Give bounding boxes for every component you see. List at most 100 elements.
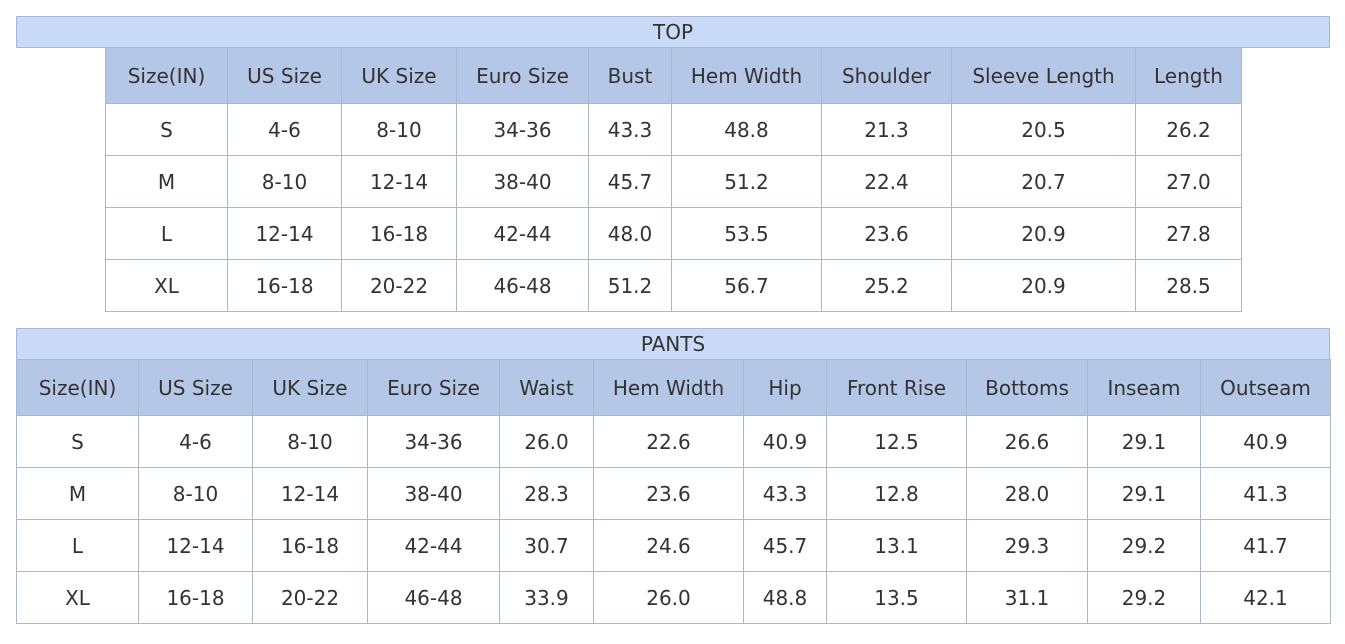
cell: 48.0 [588,207,672,260]
cell: 29.1 [1087,415,1201,468]
cell: S [105,103,228,156]
cell: 27.8 [1135,207,1242,260]
cell: 26.0 [593,571,744,624]
cell: 12-14 [138,519,253,572]
cell: 8-10 [227,155,342,208]
section-title: TOP [16,16,1330,48]
header-cell: Euro Size [456,47,589,104]
cell: 28.5 [1135,259,1242,312]
cell: 26.2 [1135,103,1242,156]
cell: XL [16,571,139,624]
header-cell: Bottoms [966,359,1088,416]
cell: 16-18 [138,571,253,624]
cell: 23.6 [593,467,744,520]
cell: 20-22 [341,259,457,312]
cell: 16-18 [227,259,342,312]
table-row: XL 16-18 20-22 46-48 51.2 56.7 25.2 20.9 28.5 [105,259,1242,312]
cell: 38-40 [367,467,500,520]
header-cell: Shoulder [821,47,952,104]
cell: 34-36 [456,103,589,156]
size-table: Size(IN) US Size UK Size Euro Size Waist Hem … [16,359,1331,624]
cell: 45.7 [588,155,672,208]
cell: 21.3 [821,103,952,156]
cell: 42-44 [456,207,589,260]
cell: 26.6 [966,415,1088,468]
cell: 25.2 [821,259,952,312]
header-cell: Bust [588,47,672,104]
table-row: XL 16-18 20-22 46-48 33.9 26.0 48.8 13.5 31.1 29.… [16,571,1331,624]
cell: 20.9 [951,207,1136,260]
cell: 20.7 [951,155,1136,208]
header-cell: UK Size [341,47,457,104]
table-row: M 8-10 12-14 38-40 45.7 51.2 22.4 20.7 27.0 [105,155,1242,208]
cell: 42-44 [367,519,500,572]
header-cell: Waist [499,359,594,416]
cell: 53.5 [671,207,822,260]
cell: 27.0 [1135,155,1242,208]
header-cell: UK Size [252,359,368,416]
cell: S [16,415,139,468]
header-cell: Sleeve Length [951,47,1136,104]
cell: 8-10 [341,103,457,156]
cell: 42.1 [1200,571,1331,624]
cell: 56.7 [671,259,822,312]
cell: 20-22 [252,571,368,624]
cell: 28.0 [966,467,1088,520]
cell: M [16,467,139,520]
cell: 29.3 [966,519,1088,572]
header-cell: Inseam [1087,359,1201,416]
cell: XL [105,259,228,312]
cell: 46-48 [367,571,500,624]
header-cell: US Size [138,359,253,416]
cell: M [105,155,228,208]
header-cell: Hem Width [671,47,822,104]
cell: 45.7 [743,519,827,572]
header-cell: Size(IN) [105,47,228,104]
cell: 12-14 [252,467,368,520]
header-cell: US Size [227,47,342,104]
table-row: L 12-14 16-18 42-44 30.7 24.6 45.7 13.1 29.3 29.2… [16,519,1331,572]
cell: 26.0 [499,415,594,468]
section-title: PANTS [16,328,1330,360]
header-cell: Outseam [1200,359,1331,416]
cell: 23.6 [821,207,952,260]
table-row: S 4-6 8-10 34-36 43.3 48.8 21.3 20.5 26.2 [105,103,1242,156]
cell: 51.2 [588,259,672,312]
cell: 29.2 [1087,571,1201,624]
cell: 41.3 [1200,467,1331,520]
cell: 22.4 [821,155,952,208]
cell: 31.1 [966,571,1088,624]
header-cell: Hip [743,359,827,416]
table-row: M 8-10 12-14 38-40 28.3 23.6 43.3 12.8 28.0 29.1 4… [16,467,1331,520]
cell: 40.9 [1200,415,1331,468]
cell: 46-48 [456,259,589,312]
cell: 4-6 [138,415,253,468]
cell: 40.9 [743,415,827,468]
cell: L [105,207,228,260]
cell: 34-36 [367,415,500,468]
header-cell: Euro Size [367,359,500,416]
cell: 38-40 [456,155,589,208]
header-cell: Size(IN) [16,359,139,416]
header-row: Size(IN) US Size UK Size Euro Size Bust Hem W… [105,47,1242,104]
cell: 12.8 [826,467,967,520]
cell: 20.9 [951,259,1136,312]
cell: 43.3 [588,103,672,156]
table-row: L 12-14 16-18 42-44 48.0 53.5 23.6 20.9 27.8 [105,207,1242,260]
cell: 16-18 [341,207,457,260]
cell: 8-10 [138,467,253,520]
cell: 28.3 [499,467,594,520]
cell: 12-14 [227,207,342,260]
cell: 4-6 [227,103,342,156]
cell: 43.3 [743,467,827,520]
cell: 16-18 [252,519,368,572]
cell: 8-10 [252,415,368,468]
cell: 33.9 [499,571,594,624]
cell: 12-14 [341,155,457,208]
header-cell: Front Rise [826,359,967,416]
cell: 20.5 [951,103,1136,156]
cell: 48.8 [743,571,827,624]
cell: 29.1 [1087,467,1201,520]
size-table: Size(IN) US Size UK Size Euro Size Bust Hem W… [105,47,1242,312]
